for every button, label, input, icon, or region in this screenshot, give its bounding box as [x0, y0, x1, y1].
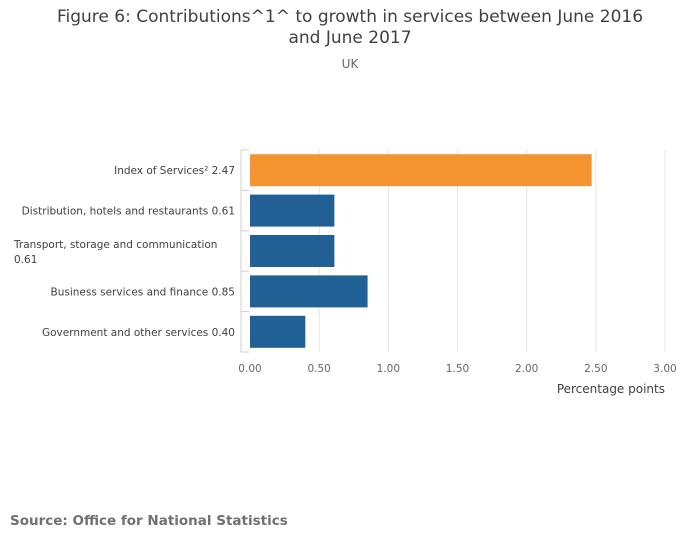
bar[interactable]	[250, 275, 368, 308]
category-label: Transport, storage and communication 0.61	[13, 239, 217, 266]
x-tick-label: 1.00	[377, 363, 400, 375]
axes: 0.00 0.50 1.00 1.50 2.00 2.50 3.00	[238, 149, 677, 375]
x-tick-label: 2.00	[515, 363, 538, 375]
x-tick-label: 3.00	[653, 363, 676, 375]
category-label: Index of Services² 2.47	[114, 165, 235, 177]
x-axis-title: Percentage points	[557, 382, 665, 396]
category-label: Distribution, hotels and restaurants 0.6…	[22, 206, 235, 218]
source-note: Source: Office for National Statistics	[10, 513, 288, 529]
chart-title: Figure 6: Contributions^1^ to growth in …	[56, 7, 644, 48]
category-labels: Index of Services² 2.47 Distribution, hot…	[13, 165, 235, 339]
category-label: Government and other services 0.40	[42, 327, 235, 339]
category-label: Business services and finance 0.85	[51, 286, 235, 298]
bar[interactable]	[250, 154, 592, 187]
x-tick-label: 0.00	[238, 363, 261, 375]
x-tick-label: 0.50	[307, 363, 330, 375]
chart-subtitle: UK	[341, 57, 359, 71]
x-tick-label: 2.50	[584, 363, 607, 375]
bar[interactable]	[250, 315, 306, 348]
x-tick-label: 1.50	[446, 363, 469, 375]
bar[interactable]	[250, 235, 335, 267]
bars	[250, 154, 592, 348]
bar[interactable]	[250, 194, 335, 227]
